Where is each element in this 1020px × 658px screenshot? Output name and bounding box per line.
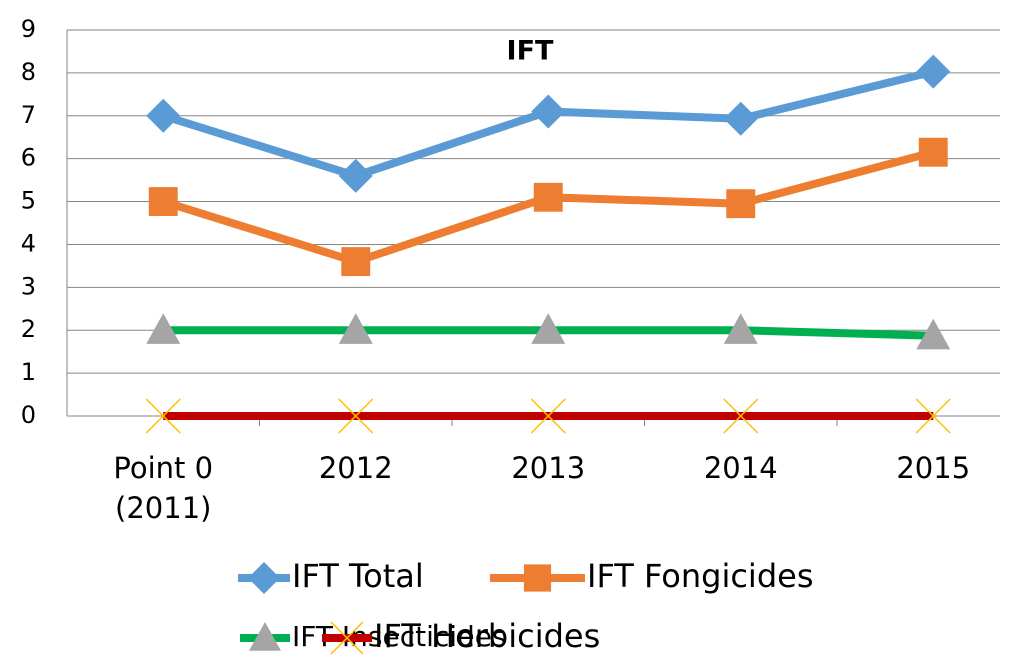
marker <box>523 564 552 592</box>
marker <box>146 313 181 344</box>
marker <box>723 313 758 344</box>
chart-title: IFT <box>507 36 554 67</box>
marker <box>248 562 280 594</box>
y-tick-label: 6 <box>21 144 36 172</box>
marker <box>148 187 178 217</box>
marker <box>531 94 566 129</box>
legend-label: IFT Total <box>292 557 424 595</box>
marker <box>341 247 371 277</box>
marker <box>533 182 563 212</box>
marker <box>726 189 756 219</box>
y-tick-label: 1 <box>21 358 36 386</box>
y-tick-label: 5 <box>21 187 36 215</box>
y-tick-label: 2 <box>21 315 36 343</box>
marker <box>338 158 373 193</box>
marker <box>338 313 373 344</box>
y-tick-label: 4 <box>21 229 36 257</box>
legend-label: IFT Fongicides <box>587 557 813 595</box>
y-tick-label: 9 <box>21 15 36 43</box>
marker <box>338 398 374 434</box>
marker <box>916 318 951 350</box>
marker <box>916 54 951 89</box>
marker <box>146 98 181 133</box>
marker <box>530 398 566 434</box>
x-tick-label: 2013 <box>511 451 586 485</box>
marker <box>531 313 566 344</box>
marker <box>918 137 948 167</box>
marker <box>330 621 364 655</box>
y-tick-label: 0 <box>21 401 36 429</box>
x-tick-label: 2012 <box>318 451 393 485</box>
x-tick-label: 2015 <box>896 451 971 485</box>
y-tick-label: 3 <box>21 272 36 300</box>
marker <box>249 622 281 651</box>
marker <box>723 398 759 434</box>
legend-label: IFT Herbicides <box>374 617 600 655</box>
marker <box>145 398 181 434</box>
y-tick-label: 7 <box>21 101 36 129</box>
x-tick-label: 2014 <box>703 451 778 485</box>
marker <box>723 101 758 136</box>
marker <box>915 398 951 434</box>
x-tick-label: Point 0 (2011) <box>113 451 214 525</box>
y-tick-label: 8 <box>21 58 36 86</box>
